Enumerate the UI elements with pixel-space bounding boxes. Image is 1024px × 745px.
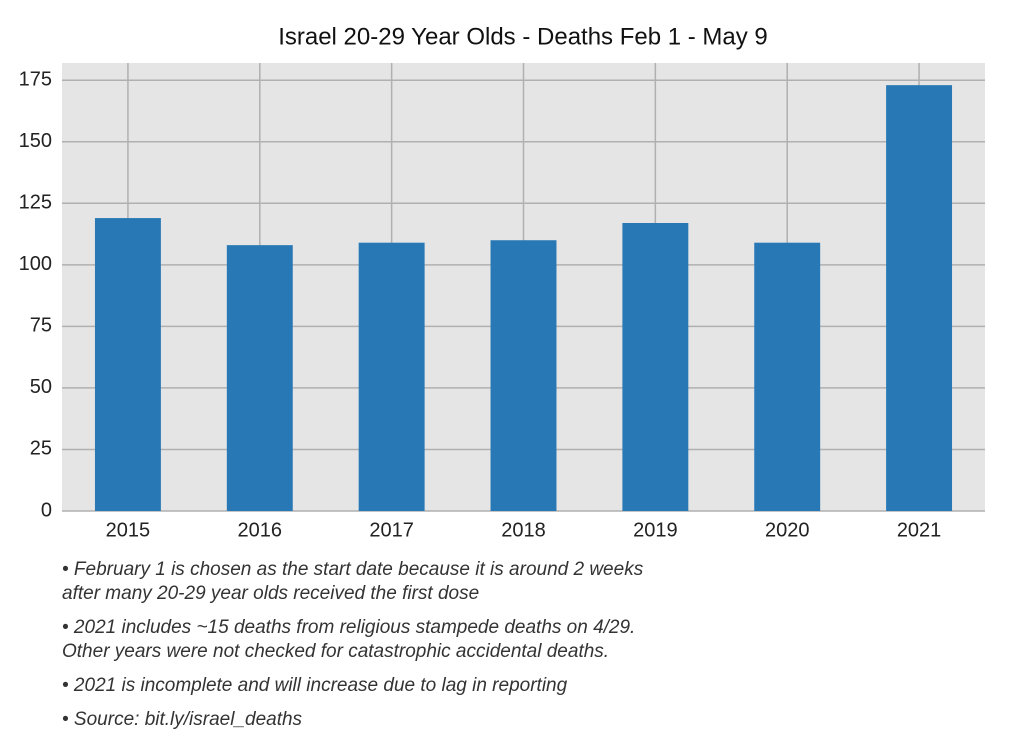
note: • 2021 includes ~15 deaths from religiou… — [62, 617, 635, 638]
bar — [94, 218, 161, 512]
x-tick-label: 2018 — [501, 519, 546, 541]
x-tick-label: 2017 — [369, 519, 414, 541]
x-tick-label: 2019 — [633, 519, 678, 541]
y-tick-label: 75 — [30, 315, 52, 337]
x-tick-label: 2016 — [238, 519, 283, 541]
bar — [886, 85, 953, 512]
note: • 2021 is incomplete and will increase d… — [62, 675, 568, 696]
bar — [490, 240, 557, 511]
note: after many 20-29 year olds received the … — [62, 583, 479, 604]
x-tick-label: 2015 — [106, 519, 151, 541]
y-tick-label: 25 — [30, 438, 52, 460]
y-tick-label: 0 — [41, 499, 52, 521]
bar — [358, 242, 425, 511]
y-tick-label: 150 — [19, 130, 52, 152]
bar — [754, 242, 821, 511]
bar — [622, 223, 689, 511]
x-tick-label: 2021 — [897, 519, 942, 541]
note: • Source: bit.ly/israel_deaths — [62, 709, 303, 730]
y-tick-label: 50 — [30, 376, 52, 398]
bar — [226, 245, 293, 511]
note: • February 1 is chosen as the start date… — [62, 559, 644, 580]
y-tick-label: 100 — [19, 253, 52, 275]
y-tick-label: 125 — [19, 192, 52, 214]
chart-title: Israel 20-29 Year Olds - Deaths Feb 1 - … — [278, 23, 768, 50]
note: Other years were not checked for catastr… — [62, 641, 609, 662]
x-tick-label: 2020 — [765, 519, 810, 541]
y-tick-label: 175 — [19, 69, 52, 91]
